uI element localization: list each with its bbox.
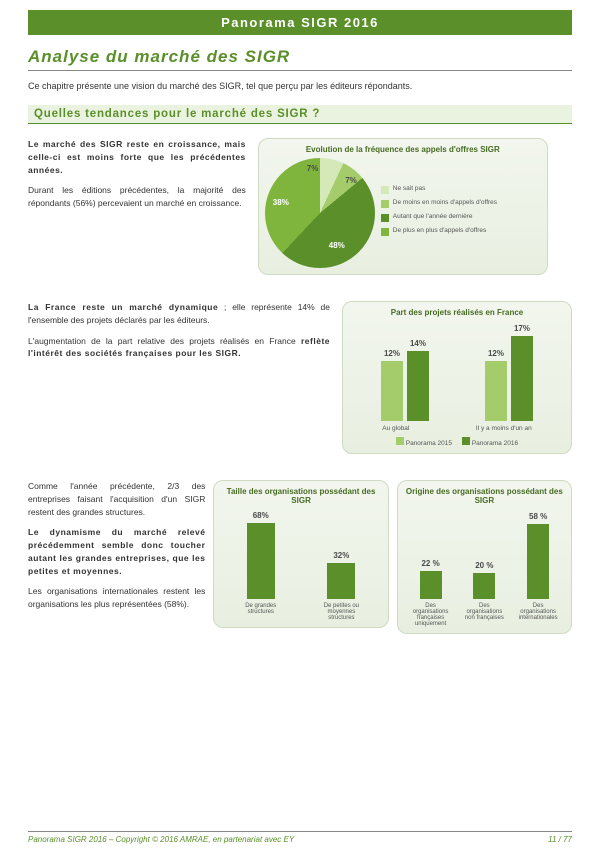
page-header: Panorama SIGR 2016 bbox=[28, 10, 572, 35]
legend-item-4: De plus en plus d'appels d'offres bbox=[393, 227, 486, 234]
bar-chart-a-box: Taille des organisations possédant des S… bbox=[213, 480, 388, 628]
bar-g2-s2: 17% bbox=[511, 336, 533, 421]
section-1-text: Le marché des SIGR reste en croissance, … bbox=[28, 138, 246, 218]
section-3-p2: Le dynamisme du marché relevé précédemme… bbox=[28, 526, 205, 577]
pie-label-2: 7% bbox=[345, 176, 357, 185]
pie-label-3: 48% bbox=[329, 241, 345, 250]
section-3-p3: Les organisations internationales resten… bbox=[28, 585, 205, 611]
section-1: Le marché des SIGR reste en croissance, … bbox=[28, 138, 572, 275]
bar-chart-b-box: Origine des organisations possédant des … bbox=[397, 480, 572, 634]
bar-chart-b: 22 % 20 % 58 % bbox=[404, 509, 565, 599]
bar-a-2: 32% bbox=[327, 563, 355, 599]
bar-chart-a-xlabels: De grandes structures De petites ou moye… bbox=[220, 603, 381, 621]
bar-chart-b-title: Origine des organisations possédant des … bbox=[404, 487, 565, 505]
footer-right: 11 / 77 bbox=[548, 835, 572, 844]
section-2-text: La France reste un marché dynamique ; el… bbox=[28, 301, 330, 368]
bar-chart-a-title: Taille des organisations possédant des S… bbox=[220, 487, 381, 505]
bar-b-1: 22 % bbox=[420, 571, 442, 599]
section-2-p2: L'augmentation de la part relative des p… bbox=[28, 335, 330, 361]
bar-g1-s1: 12% bbox=[381, 361, 403, 421]
page-footer: Panorama SIGR 2016 – Copyright © 2016 AM… bbox=[28, 831, 572, 844]
grouped-bar-xlabels: Au global Il y a moins d'un an bbox=[349, 425, 565, 432]
grouped-bar-area: 12% 14% 12% 17% bbox=[349, 321, 565, 421]
grouped-bar-legend: Panorama 2015 Panorama 2016 bbox=[349, 436, 565, 447]
footer-left: Panorama SIGR 2016 – Copyright © 2016 AM… bbox=[28, 835, 294, 844]
section-1-p1: Le marché des SIGR reste en croissance, … bbox=[28, 138, 246, 176]
page-title: Analyse du marché des SIGR bbox=[28, 47, 572, 71]
section-3-p1: Comme l'année précédente, 2/3 des entrep… bbox=[28, 480, 205, 518]
pie-chart-box: Evolution de la fréquence des appels d'o… bbox=[258, 138, 548, 275]
section-2: La France reste un marché dynamique ; el… bbox=[28, 301, 572, 454]
pie-legend: Ne sait pas De moins en moins d'appels d… bbox=[381, 185, 511, 241]
section-3-text: Comme l'année précédente, 2/3 des entrep… bbox=[28, 480, 205, 619]
pie-chart-title: Evolution de la fréquence des appels d'o… bbox=[265, 145, 541, 154]
grouped-bar-chart-box: Part des projets réalisés en France 12% … bbox=[342, 301, 572, 454]
bar-g1-s2: 14% bbox=[407, 351, 429, 421]
legend-item-1: Ne sait pas bbox=[393, 185, 426, 192]
bar-b-2: 20 % bbox=[473, 573, 495, 599]
pie-chart: 7% 7% 48% 38% bbox=[265, 158, 375, 268]
section-2-p1: La France reste un marché dynamique ; el… bbox=[28, 301, 330, 327]
grouped-bar-title: Part des projets réalisés en France bbox=[349, 308, 565, 317]
bar-b-3: 58 % bbox=[527, 524, 549, 599]
subsection-heading: Quelles tendances pour le marché des SIG… bbox=[28, 105, 572, 124]
bar-chart-a: 68% 32% bbox=[220, 509, 381, 599]
legend-item-2: De moins en moins d'appels d'offres bbox=[393, 199, 497, 206]
legend-item-3: Autant que l'année dernière bbox=[393, 213, 473, 220]
bar-chart-b-xlabels: Des organisations françaises uniquement … bbox=[404, 603, 565, 627]
bar-a-1: 68% bbox=[247, 523, 275, 599]
pie-label-4: 38% bbox=[273, 198, 289, 207]
pie-label-1: 7% bbox=[307, 164, 319, 173]
bar-g2-s1: 12% bbox=[485, 361, 507, 421]
section-1-p2: Durant les éditions précédentes, la majo… bbox=[28, 184, 246, 210]
section-3: Comme l'année précédente, 2/3 des entrep… bbox=[28, 480, 572, 634]
intro-text: Ce chapitre présente une vision du march… bbox=[28, 81, 572, 91]
